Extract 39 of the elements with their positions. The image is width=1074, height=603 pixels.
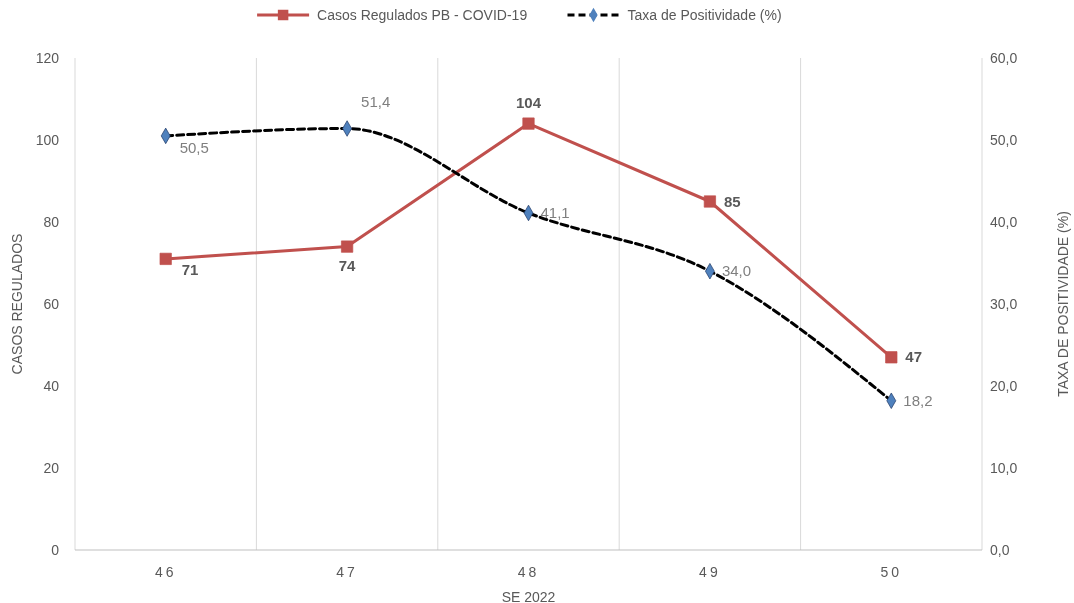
data-label: 85 (723, 192, 741, 210)
data-label: 50,5 (179, 138, 209, 156)
x-tick-label: 46 (154, 564, 177, 580)
legend-label: Taxa de Positividade (%) (627, 7, 782, 23)
point (341, 240, 354, 253)
x-axis-title: SE 2022 (501, 589, 556, 603)
data-label: 47 (905, 348, 922, 366)
data-label: 51,4 (361, 92, 391, 110)
point (522, 117, 535, 130)
y2-axis-title: TAXA DE POSITIVIDADE (%) (1055, 211, 1071, 397)
y-tick-label: 20 (43, 460, 60, 476)
x-tick-label: 47 (336, 564, 358, 580)
x-tick-label: 48 (517, 564, 540, 580)
y-axis-title: CASOS REGULADOS (9, 233, 25, 375)
point (703, 195, 716, 208)
data-label: 18,2 (903, 391, 933, 409)
legend-label: Casos Regulados PB - COVID-19 (317, 7, 528, 23)
data-label: 74 (338, 256, 357, 274)
y2-tick-label: 30,0 (990, 296, 1018, 312)
data-label: 104 (515, 93, 542, 111)
x-tick-label: 50 (880, 564, 903, 580)
y2-tick-label: 60,0 (990, 50, 1018, 66)
y2-tick-label: 20,0 (990, 378, 1018, 394)
y2-tick-label: 40,0 (990, 214, 1018, 230)
data-label: 41,1 (540, 203, 570, 221)
y2-tick-label: 0,0 (990, 542, 1010, 558)
point (885, 351, 898, 364)
y-tick-label: 40 (43, 378, 60, 394)
y-tick-label: 60 (43, 296, 60, 312)
y-tick-label: 80 (43, 214, 60, 230)
x-tick-label: 49 (699, 564, 721, 580)
data-label: 71 (181, 260, 199, 278)
data-label: 34,0 (721, 262, 752, 280)
y2-tick-label: 10,0 (990, 460, 1018, 476)
point (159, 252, 172, 265)
y-tick-label: 100 (35, 132, 60, 148)
y2-tick-label: 50,0 (990, 132, 1018, 148)
y-tick-label: 0 (51, 542, 60, 558)
y-tick-label: 120 (35, 50, 60, 66)
